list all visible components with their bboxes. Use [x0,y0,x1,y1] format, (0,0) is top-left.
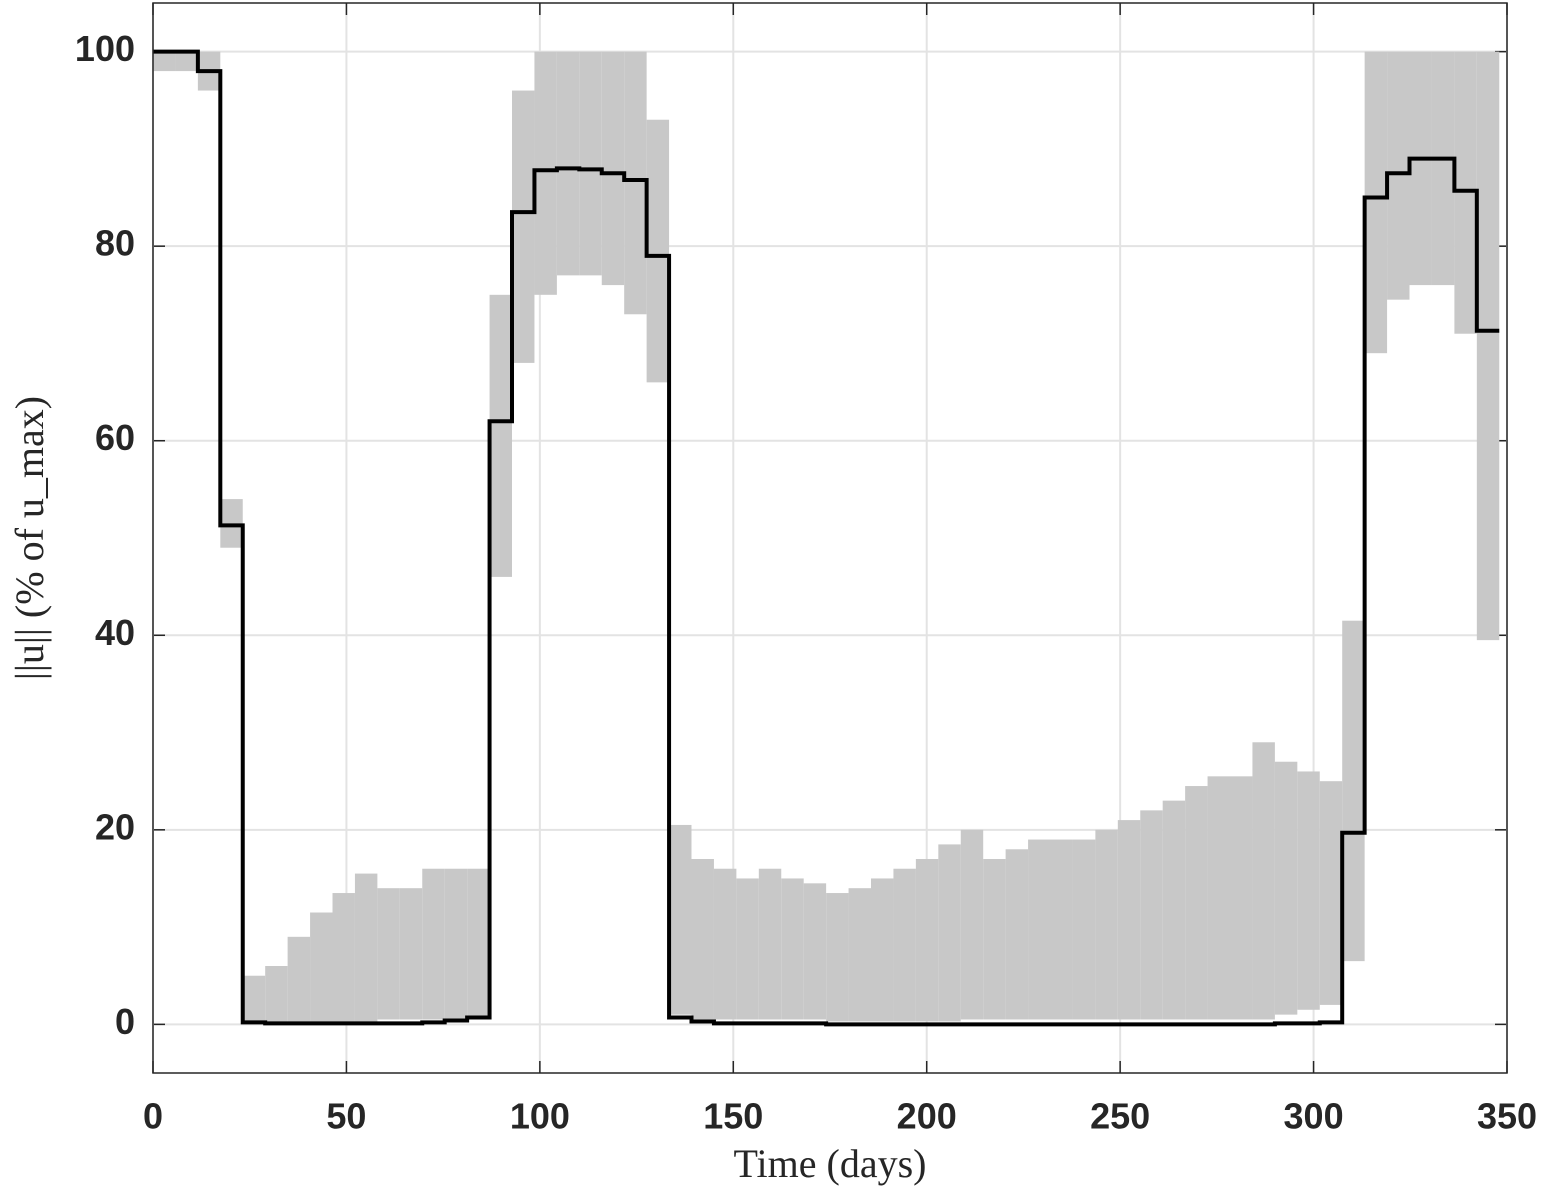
ensemble-range [1476,51,1500,641]
ensemble-range [1230,776,1253,1020]
ensemble-range [1050,839,1073,1020]
ensemble-range [444,868,468,1020]
ensemble-range [512,90,535,363]
ensemble-range [175,51,198,72]
ensemble-range [1364,51,1388,354]
x-tick-label: 0 [143,1096,163,1137]
ensemble-range [265,966,288,1025]
ensemble-range [624,51,647,315]
ensemble-range [1319,781,1343,1005]
ensemble-range [1252,742,1275,1020]
ensemble-range [399,888,423,1020]
ensemble-range [556,51,580,276]
ensemble-range [736,878,759,1020]
y-tick-label: 100 [75,28,135,69]
ensemble-range [1185,786,1208,1020]
step-line [153,49,1500,1027]
plot-frame [152,2,1508,1074]
ensemble-range [960,829,984,1020]
ensemble-range [242,975,266,1025]
ensemble-range [1095,829,1118,1020]
ensemble-range [1431,51,1455,286]
y-tick-label: 80 [95,223,135,264]
ensemble-range [646,119,670,383]
x-tick-label: 350 [1477,1096,1537,1137]
ensemble-range [848,888,872,1022]
ensemble-range [354,873,378,1025]
ensemble-range [1207,776,1231,1020]
ensemble-range [1387,51,1410,300]
x-tick-label: 250 [1090,1096,1150,1137]
ensemble-range [287,936,311,1025]
ensemble-range [938,844,961,1022]
ensemble-range [1028,839,1051,1020]
ensemble-range [1162,800,1186,1020]
ensemble-range [893,868,916,1022]
ensemble-range [467,868,490,1020]
ensemble-range [871,878,894,1022]
x-tick-label: 150 [703,1096,763,1137]
ensemble-range [1342,620,1365,962]
ensemble-range [669,824,692,1015]
ensemble-range [1409,51,1432,286]
ensemble-range [1117,820,1141,1020]
y-axis-label: ||u|| (% of u_max) [7,396,52,680]
ensemble-range [422,868,445,1020]
ensemble-range [489,294,513,577]
ensemble-range [803,883,827,1020]
ensemble-range [758,868,782,1020]
ensemble-range [310,912,333,1025]
ensemble-range [983,859,1006,1020]
y-tick-label: 40 [95,612,135,653]
ensemble-range [1005,849,1029,1020]
ensemble-range [579,51,602,276]
x-tick-label: 300 [1284,1096,1344,1137]
ensemble-range [1274,761,1298,1015]
ensemble-range [1297,771,1320,1010]
x-tick-label: 100 [510,1096,570,1137]
ensemble-range [713,868,737,1020]
ensemble-range [826,893,849,1022]
ensemble-range [781,878,804,1020]
y-tick-label: 20 [95,806,135,847]
ensemble-range [534,51,557,295]
y-tick-label: 60 [95,417,135,458]
ensemble-range [1072,839,1096,1020]
x-axis-label: Time (days) [734,1141,927,1186]
ensemble-range [377,888,400,1020]
ensemble-range [601,51,625,286]
ensemble-range [691,859,714,1020]
ensemble-range [153,51,176,72]
ensemble-range [332,893,355,1025]
x-tick-label: 50 [326,1096,366,1137]
y-tick-label: 0 [115,1001,135,1042]
x-tick-label: 200 [897,1096,957,1137]
ensemble-range [915,859,939,1022]
ensemble-range [1140,810,1163,1020]
